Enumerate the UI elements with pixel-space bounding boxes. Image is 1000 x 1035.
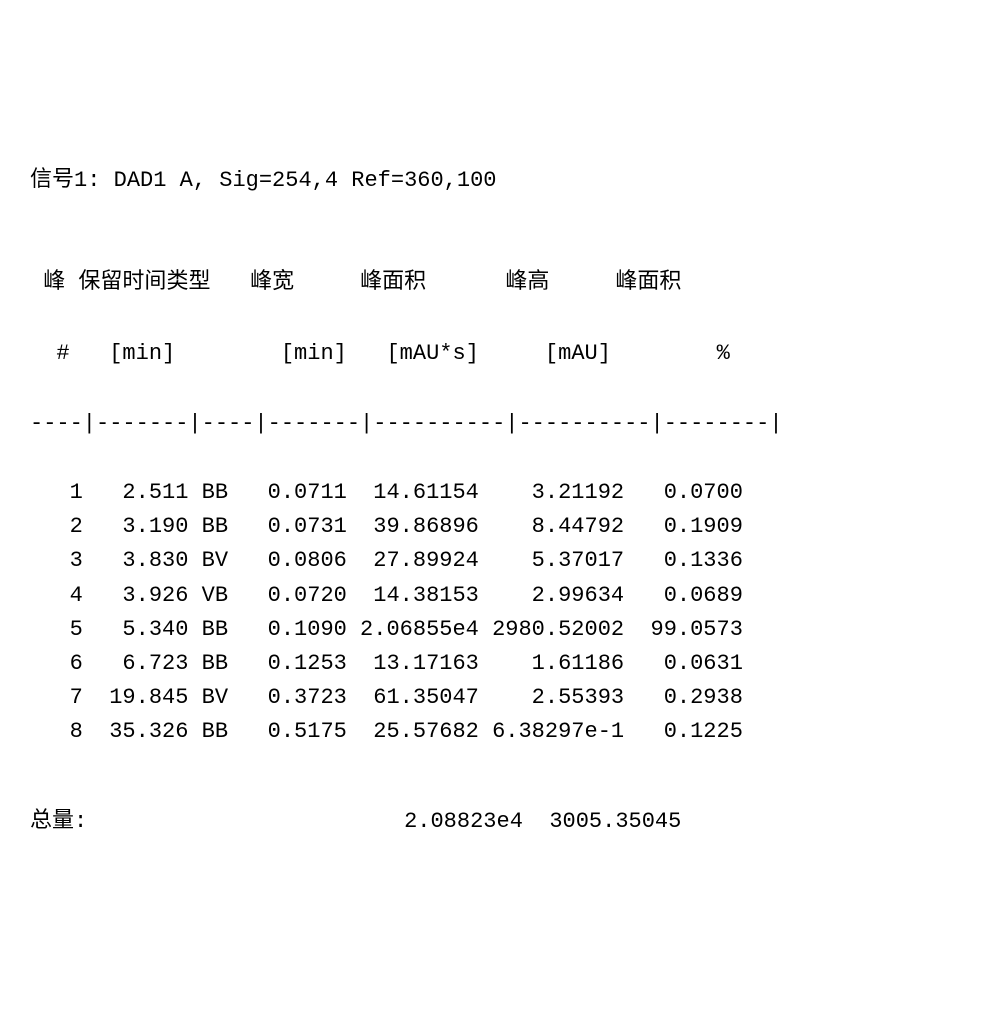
table-row: 4 3.926 VB 0.0720 14.38153 2.99634 0.068…: [30, 579, 970, 613]
table-row: 8 35.326 BB 0.5175 25.57682 6.38297e-1 0…: [30, 715, 970, 749]
total-area: 2.08823e4: [404, 809, 523, 834]
totals-row: 总量: 2.08823e4 3005.35045: [30, 802, 970, 839]
table-row: 5 5.340 BB 0.1090 2.06855e4 2980.52002 9…: [30, 613, 970, 647]
col-peak: 峰: [43, 268, 65, 293]
col-pct: 峰面积: [615, 268, 681, 293]
signal-line: 信号1: DAD1 A, Sig=254,4 Ref=360,100: [30, 161, 970, 198]
table-row: 1 2.511 BB 0.0711 14.61154 3.21192 0.070…: [30, 476, 970, 510]
signal-colon: :: [87, 168, 113, 193]
col-height-unit: [mAU]: [545, 341, 611, 366]
table-row: 7 19.845 BV 0.3723 61.35047 2.55393 0.29…: [30, 681, 970, 715]
table-body: 1 2.511 BB 0.0711 14.61154 3.21192 0.070…: [30, 476, 970, 749]
col-rt: 保留时间: [78, 268, 166, 293]
table-divider: ----|-------|----|-------|----------|---…: [30, 406, 970, 441]
signal-detail: DAD1 A, Sig=254,4 Ref=360,100: [114, 168, 497, 193]
signal-label: 信号: [30, 166, 74, 191]
total-label: 总量: [30, 807, 74, 832]
table-row: 6 6.723 BB 0.1253 13.17163 1.61186 0.063…: [30, 647, 970, 681]
signal-number: 1: [74, 168, 87, 193]
col-width: 峰宽: [250, 268, 294, 293]
col-peak-unit: #: [56, 341, 69, 366]
table-row: 3 3.830 BV 0.0806 27.89924 5.37017 0.133…: [30, 544, 970, 578]
col-pct-unit: %: [717, 341, 730, 366]
total-colon: :: [74, 809, 87, 834]
col-area: 峰面积: [360, 268, 426, 293]
table-header-row1: 峰 保留时间类型 峰宽 峰面积 峰高 峰面积: [30, 263, 970, 300]
col-height: 峰高: [505, 268, 549, 293]
col-rt-unit: [min]: [109, 341, 175, 366]
total-height: 3005.35045: [549, 809, 681, 834]
table-header-row2: # [min] [min] [mAU*s] [mAU] %: [30, 336, 970, 371]
col-width-unit: [min]: [281, 341, 347, 366]
col-type: 类型: [166, 268, 210, 293]
col-area-unit: [mAU*s]: [386, 341, 478, 366]
table-row: 2 3.190 BB 0.0731 39.86896 8.44792 0.190…: [30, 510, 970, 544]
